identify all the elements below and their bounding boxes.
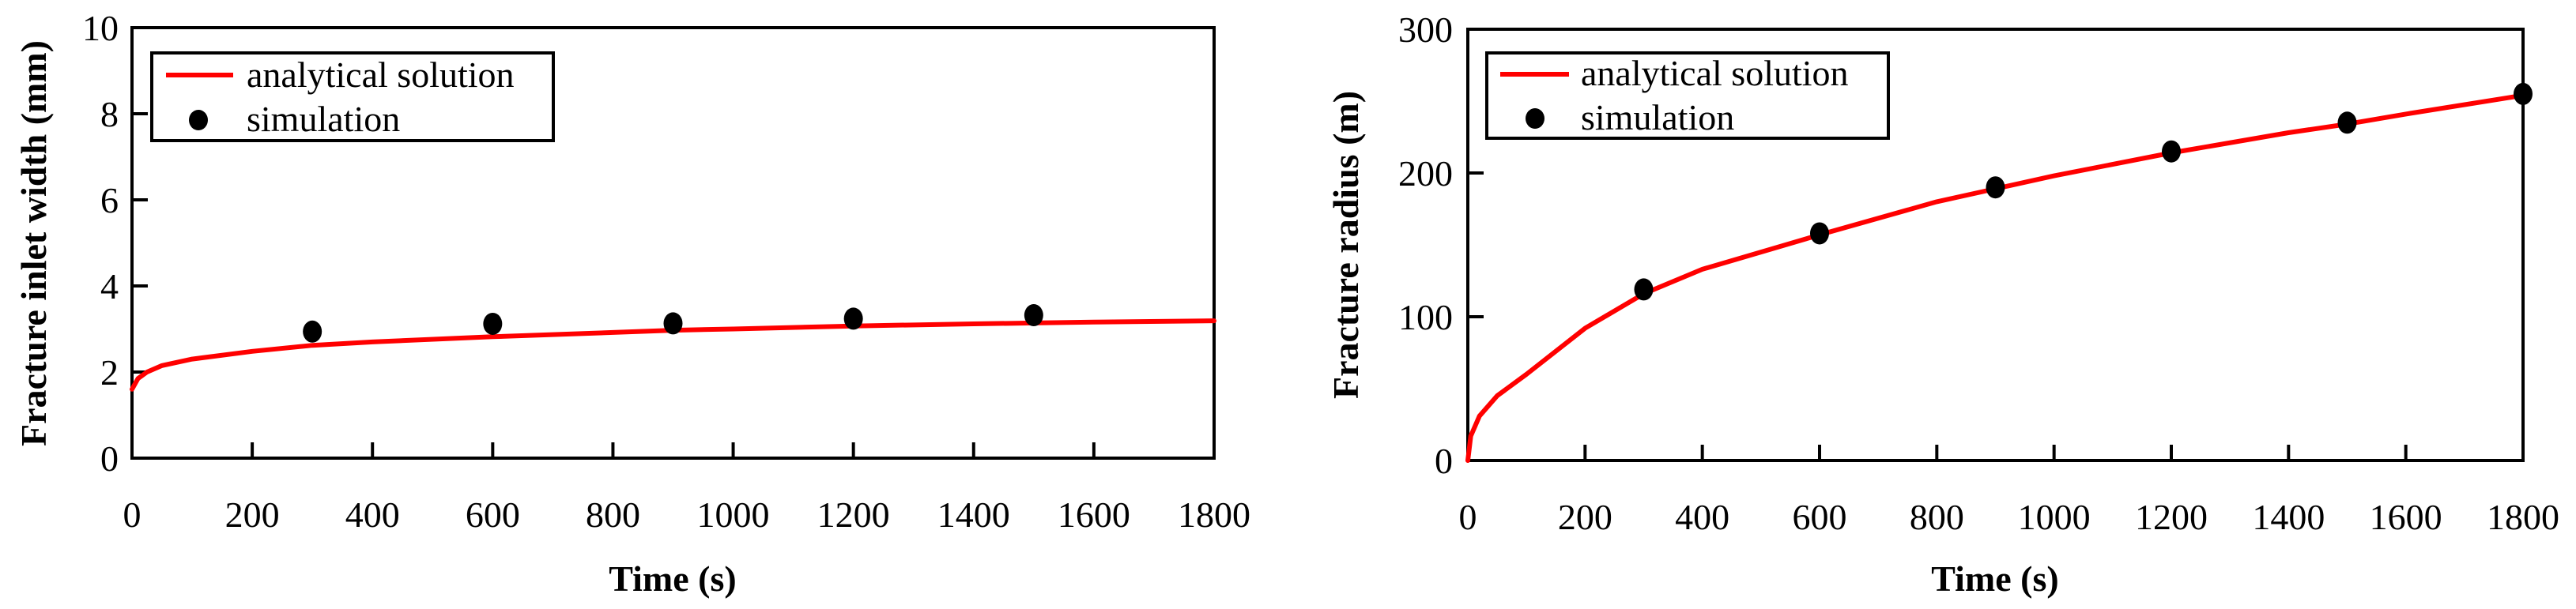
y-tick-label: 6 xyxy=(100,180,119,220)
legend-dot-icon xyxy=(1526,108,1544,129)
x-tick-label: 200 xyxy=(1558,497,1612,537)
y-tick-label: 0 xyxy=(100,438,119,479)
x-tick-label: 1400 xyxy=(937,494,1010,535)
x-tick-label: 400 xyxy=(345,494,400,535)
x-tick-label: 400 xyxy=(1675,497,1729,537)
y-tick-label: 100 xyxy=(1398,297,1453,337)
simulation-point xyxy=(1810,222,1829,245)
legend: analytical solution simulation xyxy=(1485,51,1890,140)
x-tick-label: 800 xyxy=(1910,497,1964,537)
simulation-point xyxy=(1634,278,1654,301)
x-tick-label: 1000 xyxy=(697,494,770,535)
x-tick-label: 1600 xyxy=(1058,494,1130,535)
x-tick-label: 1200 xyxy=(817,494,890,535)
x-tick-label: 1600 xyxy=(2370,497,2442,537)
y-tick-label: 2 xyxy=(100,352,119,393)
x-tick-label: 0 xyxy=(1459,497,1477,537)
x-tick-label: 200 xyxy=(225,494,280,535)
y-axis-title: Fracture inlet width (mm) xyxy=(13,40,54,446)
chart-fracture-inlet-width: 0 200 400 600 800 1000 1200 1400 1600 1800 0 2 4 6 8 10… xyxy=(13,8,1250,599)
plot-frame xyxy=(130,26,1216,460)
x-tick-label: 0 xyxy=(123,494,141,535)
legend-label-analytical: analytical solution xyxy=(247,55,515,95)
x-tick-label: 1800 xyxy=(1178,494,1250,535)
simulation-point xyxy=(2514,82,2533,105)
analytical-solution-line xyxy=(1465,92,2525,463)
x-axis-title: Time (s) xyxy=(609,558,736,599)
plot-area: 0 200 400 600 800 1000 1200 1400 1600 1800 0 2 4 6 8 10 xyxy=(82,8,1250,535)
legend-box xyxy=(1485,51,1890,140)
legend-label-analytical: analytical solution xyxy=(1581,53,1849,93)
legend: analytical solution simulation xyxy=(150,51,555,142)
legend-box xyxy=(150,51,555,142)
x-axis-title: Time (s) xyxy=(1931,558,2058,599)
x-tick-label: 1000 xyxy=(2018,497,2091,537)
plot-area: 0 200 400 600 800 1000 1200 1400 1600 1800 0 100 200… xyxy=(1398,9,2559,537)
x-tick-label: 600 xyxy=(466,494,520,535)
y-tick-label: 200 xyxy=(1398,153,1453,194)
simulation-point xyxy=(843,307,863,330)
y-axis-title: Fracture radius (m) xyxy=(1326,91,1366,399)
y-tick-label: 8 xyxy=(100,94,119,134)
legend-label-simulation: simulation xyxy=(1581,97,1734,137)
y-tick-label: 300 xyxy=(1398,9,1453,50)
x-tick-label: 600 xyxy=(1793,497,1847,537)
chart-fracture-radius: 0 200 400 600 800 1000 1200 1400 1600 1800 0 100 200… xyxy=(1326,9,2559,599)
analytical-solution-line xyxy=(130,318,1216,392)
y-tick-label: 10 xyxy=(82,8,119,48)
y-tick-label: 0 xyxy=(1435,441,1453,481)
x-tick-label: 1200 xyxy=(2135,497,2208,537)
y-tick-label: 4 xyxy=(100,266,119,306)
legend-label-simulation: simulation xyxy=(247,99,400,139)
legend-dot-icon xyxy=(189,110,208,130)
simulation-point xyxy=(2337,111,2357,134)
x-tick-label: 1400 xyxy=(2252,497,2325,537)
x-tick-label: 1800 xyxy=(2487,497,2559,537)
simulation-point xyxy=(303,320,322,343)
plot-frame xyxy=(1466,28,2525,462)
x-tick-label: 800 xyxy=(586,494,640,535)
simulation-point xyxy=(483,312,503,335)
simulation-point xyxy=(2162,140,2181,163)
simulation-point xyxy=(1986,176,2005,199)
simulation-point xyxy=(663,312,683,335)
simulation-point xyxy=(1024,304,1043,327)
